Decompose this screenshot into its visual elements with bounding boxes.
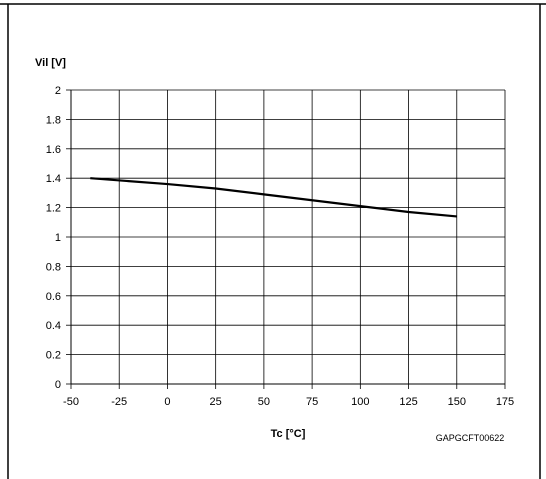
y-tick-label: 0 xyxy=(55,379,61,391)
x-tick-label: -50 xyxy=(63,396,79,408)
x-axis-title: Tc [°C] xyxy=(271,428,306,440)
y-tick-label: 1.2 xyxy=(46,203,61,215)
x-tick-label: 25 xyxy=(210,396,222,408)
x-tick-label: 50 xyxy=(258,396,270,408)
y-tick-label: 0.8 xyxy=(46,261,61,273)
y-tick-label: 0.2 xyxy=(46,350,61,362)
figure-code: GAPGCFT00622 xyxy=(436,433,505,443)
y-tick-label: 0.6 xyxy=(46,291,61,303)
x-tick-label: -25 xyxy=(111,396,127,408)
y-tick-label: 0.4 xyxy=(46,320,61,332)
axes xyxy=(66,89,506,389)
vil-series-line xyxy=(90,177,457,218)
x-tick-label: 100 xyxy=(351,396,369,408)
y-tick-label: 1.8 xyxy=(46,114,61,126)
y-tick-label: 2 xyxy=(55,85,61,97)
y-axis-title: Vil [V] xyxy=(35,57,66,69)
y-tick-label: 1 xyxy=(55,232,61,244)
x-tick-label: 125 xyxy=(399,396,417,408)
x-tick-label: 0 xyxy=(164,396,170,408)
series-layer xyxy=(90,177,457,218)
x-tick-label: 75 xyxy=(306,396,318,408)
x-tick-label: 175 xyxy=(496,396,514,408)
y-tick-label: 1.4 xyxy=(46,173,61,185)
tick-labels: 0 0.2 0.4 0.6 0.8 1 1.2 1.4 1.6 1.8 2 -50 -25 0 25 50 75… xyxy=(46,85,514,408)
y-tick-label: 1.6 xyxy=(46,144,61,156)
x-tick-label: 150 xyxy=(448,396,466,408)
